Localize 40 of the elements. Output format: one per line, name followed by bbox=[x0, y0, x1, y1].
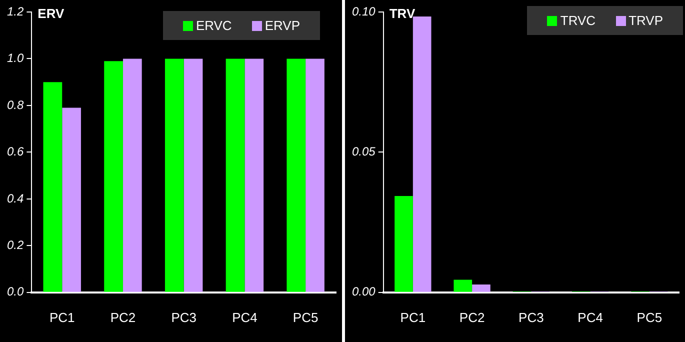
x-tick-label: PC4 bbox=[232, 310, 258, 325]
legend-label: ERVC bbox=[196, 18, 232, 33]
y-tick-label: 0.10 bbox=[352, 4, 376, 18]
y-tick-label: 0.05 bbox=[352, 144, 376, 159]
bar bbox=[244, 58, 264, 292]
chart-title: TRV bbox=[389, 6, 416, 22]
y-tick-label: 1.0 bbox=[6, 51, 24, 66]
x-tick-label: PC2 bbox=[110, 310, 136, 325]
bar bbox=[306, 58, 324, 292]
x-tick-label: PC1 bbox=[49, 310, 75, 325]
y-tick-label: 1.2 bbox=[6, 4, 24, 18]
bar bbox=[412, 16, 432, 292]
y-tick-label: 0.0 bbox=[6, 284, 24, 299]
bar bbox=[226, 58, 245, 292]
bar bbox=[43, 82, 62, 292]
bar bbox=[472, 284, 490, 292]
y-tick-label: 0.4 bbox=[6, 191, 24, 206]
bar bbox=[454, 280, 472, 292]
x-tick-label: PC1 bbox=[400, 310, 426, 325]
x-tick-label: PC5 bbox=[636, 310, 662, 325]
bar bbox=[164, 58, 184, 292]
y-tick-label: 0.2 bbox=[6, 238, 24, 252]
x-tick-label: PC5 bbox=[292, 310, 318, 325]
x-tick-label: PC3 bbox=[171, 310, 196, 325]
y-tick-label: 0.6 bbox=[6, 144, 24, 159]
legend-label: ERVP bbox=[264, 18, 300, 33]
bar bbox=[104, 61, 123, 292]
bar bbox=[122, 58, 142, 292]
bar bbox=[286, 58, 306, 292]
legend-label: TRVC bbox=[560, 13, 596, 28]
bar bbox=[62, 108, 81, 292]
x-tick-label: PC4 bbox=[578, 310, 603, 325]
y-tick-label: 0.8 bbox=[6, 98, 24, 112]
y-tick-label: 0.00 bbox=[352, 284, 376, 299]
x-tick-label: PC3 bbox=[518, 310, 544, 325]
legend-label: TRVP bbox=[628, 13, 663, 28]
chart-title: ERV bbox=[38, 6, 65, 22]
x-tick-label: PC2 bbox=[459, 310, 485, 325]
bar bbox=[184, 58, 203, 292]
bar bbox=[394, 196, 413, 292]
